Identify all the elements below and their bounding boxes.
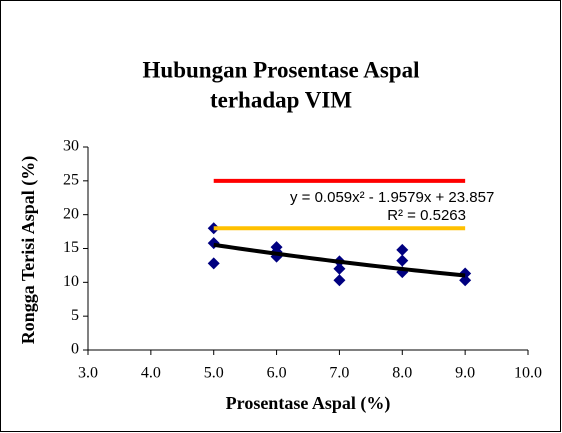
x-tick-label: 8.0 — [392, 365, 412, 382]
x-tick-label: 5.0 — [204, 365, 224, 382]
chart-title: terhadap VIM — [210, 87, 352, 112]
y-tick-label: 25 — [63, 172, 79, 189]
data-point — [207, 257, 220, 270]
x-tick-label: 4.0 — [141, 365, 161, 382]
y-tick-label: 20 — [63, 205, 79, 222]
x-tick-label: 9.0 — [455, 365, 475, 382]
data-point — [396, 254, 409, 267]
x-tick-label: 3.0 — [78, 365, 98, 382]
y-tick-label: 10 — [63, 273, 79, 290]
x-tick-label: 10.0 — [514, 365, 542, 382]
trendline — [213, 242, 466, 278]
y-tick-label: 5 — [71, 307, 79, 324]
data-point — [396, 243, 409, 256]
y-tick-label: 0 — [71, 341, 79, 358]
x-axis-title: Prosentase Aspal (%) — [226, 393, 391, 414]
y-axis-title: Rongga Terisi Aspal (%) — [18, 156, 39, 345]
data-point — [333, 262, 346, 275]
y-tick-label: 30 — [63, 138, 79, 155]
data-point — [459, 274, 472, 287]
chart-title: Hubungan Prosentase Aspal — [143, 57, 420, 82]
data-point — [333, 274, 346, 287]
y-tick-label: 15 — [63, 239, 79, 256]
trendline-r-squared: R² = 0.5263 — [387, 207, 466, 224]
trendline-equation: y = 0.059x² - 1.9579x + 23.857 — [290, 189, 494, 206]
x-tick-label: 7.0 — [329, 365, 349, 382]
x-tick-label: 6.0 — [267, 365, 287, 382]
